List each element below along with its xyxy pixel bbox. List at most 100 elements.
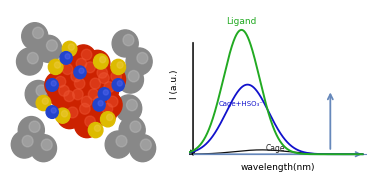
Circle shape <box>17 48 43 75</box>
Circle shape <box>85 62 95 73</box>
Circle shape <box>62 85 87 111</box>
Circle shape <box>41 139 52 150</box>
Circle shape <box>18 117 44 144</box>
Circle shape <box>54 62 60 68</box>
Circle shape <box>81 49 92 60</box>
Circle shape <box>117 81 122 86</box>
Circle shape <box>97 67 107 78</box>
Text: Cage: Cage <box>266 144 285 153</box>
Circle shape <box>67 107 78 118</box>
Circle shape <box>36 85 47 96</box>
Circle shape <box>112 30 138 57</box>
Circle shape <box>71 71 81 82</box>
Circle shape <box>80 74 105 100</box>
Circle shape <box>127 99 138 111</box>
Circle shape <box>99 73 109 84</box>
Circle shape <box>97 92 122 118</box>
Text: Cage+HSO₃⁻: Cage+HSO₃⁻ <box>218 102 263 108</box>
Circle shape <box>83 92 108 118</box>
Circle shape <box>51 81 56 86</box>
Circle shape <box>71 45 96 71</box>
Circle shape <box>33 27 43 39</box>
Circle shape <box>94 125 101 131</box>
Circle shape <box>48 81 73 107</box>
Circle shape <box>126 48 152 75</box>
Circle shape <box>100 56 106 63</box>
Circle shape <box>93 99 105 111</box>
Circle shape <box>48 59 63 74</box>
Circle shape <box>61 111 68 117</box>
Circle shape <box>71 92 96 118</box>
Circle shape <box>130 135 156 162</box>
Circle shape <box>98 88 110 100</box>
Circle shape <box>128 70 139 82</box>
Circle shape <box>107 96 118 107</box>
Circle shape <box>81 96 92 107</box>
Circle shape <box>85 50 110 76</box>
Circle shape <box>64 74 89 100</box>
X-axis label: wavelength(nm): wavelength(nm) <box>240 163 315 172</box>
Circle shape <box>79 68 84 74</box>
Circle shape <box>93 77 119 103</box>
Circle shape <box>116 136 127 147</box>
Circle shape <box>51 108 56 113</box>
Circle shape <box>60 52 72 64</box>
Circle shape <box>46 106 58 118</box>
Circle shape <box>45 72 70 98</box>
Circle shape <box>117 66 143 93</box>
Text: Ligand: Ligand <box>226 17 257 26</box>
Circle shape <box>87 63 112 89</box>
Circle shape <box>107 114 113 121</box>
Circle shape <box>57 103 82 129</box>
Circle shape <box>46 79 58 91</box>
Circle shape <box>101 67 125 92</box>
Circle shape <box>98 101 103 106</box>
Circle shape <box>73 89 83 100</box>
Circle shape <box>88 89 99 100</box>
Circle shape <box>105 131 131 158</box>
Circle shape <box>55 76 66 87</box>
Circle shape <box>76 58 87 69</box>
Circle shape <box>116 95 142 122</box>
Circle shape <box>42 98 48 104</box>
Circle shape <box>60 67 85 92</box>
Circle shape <box>123 34 134 46</box>
Circle shape <box>74 78 85 89</box>
Circle shape <box>93 96 104 107</box>
Circle shape <box>22 136 33 147</box>
Circle shape <box>74 58 99 83</box>
Circle shape <box>65 54 70 59</box>
Circle shape <box>130 121 141 132</box>
Circle shape <box>59 85 69 96</box>
Circle shape <box>66 54 91 80</box>
Circle shape <box>62 41 77 56</box>
Circle shape <box>90 78 101 89</box>
Circle shape <box>80 103 90 114</box>
Circle shape <box>68 44 74 50</box>
Circle shape <box>74 66 86 79</box>
Circle shape <box>85 116 95 127</box>
Circle shape <box>140 139 151 150</box>
Circle shape <box>93 54 108 69</box>
Circle shape <box>25 80 51 108</box>
Circle shape <box>88 68 113 94</box>
Circle shape <box>36 35 62 62</box>
Circle shape <box>36 96 51 111</box>
Circle shape <box>46 40 57 51</box>
Circle shape <box>55 108 70 123</box>
Circle shape <box>64 91 74 102</box>
Circle shape <box>111 59 125 74</box>
Circle shape <box>104 82 115 93</box>
Circle shape <box>78 85 103 111</box>
Circle shape <box>92 99 117 125</box>
Circle shape <box>112 79 124 91</box>
Circle shape <box>22 23 48 50</box>
Circle shape <box>102 103 113 114</box>
Circle shape <box>62 64 73 75</box>
Circle shape <box>111 71 121 82</box>
Circle shape <box>101 112 115 127</box>
Circle shape <box>117 62 123 68</box>
Circle shape <box>52 59 77 85</box>
Circle shape <box>30 135 57 162</box>
Circle shape <box>119 117 145 144</box>
